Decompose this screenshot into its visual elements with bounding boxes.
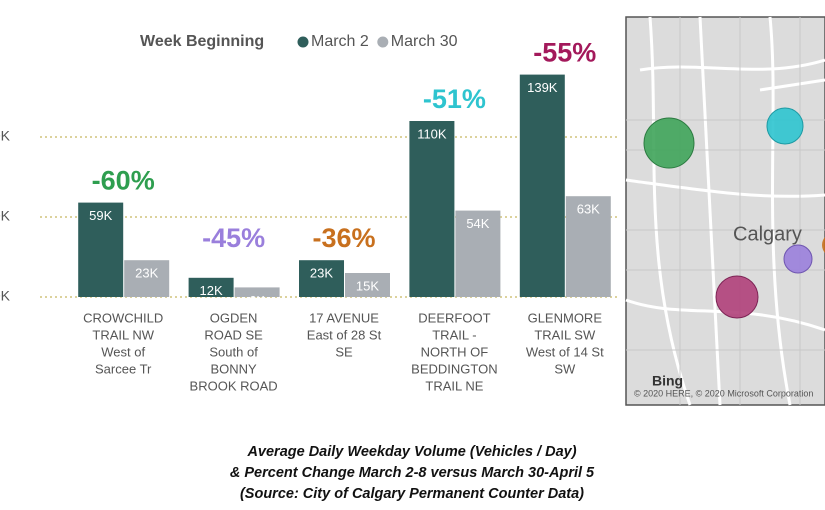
- percent-change: -55%: [533, 38, 596, 68]
- y-tick-label: 100K: [0, 128, 11, 144]
- x-tick-label: 17 AVENUE: [309, 310, 379, 325]
- bar: [519, 74, 565, 297]
- bar: [124, 260, 170, 297]
- value-label: 139K: [527, 80, 558, 95]
- y-tick-label: 0K: [0, 288, 11, 304]
- x-tick-label: West of 14 St: [526, 344, 604, 359]
- map-city: Calgary: [733, 223, 802, 245]
- map-bubble: [783, 244, 813, 274]
- value-label: 23K: [310, 266, 333, 281]
- bar: [565, 196, 611, 297]
- legend-label: March 30: [391, 33, 458, 50]
- x-tick-label: NORTH OF: [421, 344, 489, 359]
- bar: [409, 121, 455, 297]
- x-tick-label: TRAIL -: [432, 327, 476, 342]
- map-bubble: [766, 107, 804, 145]
- value-label: 12K: [200, 283, 223, 298]
- legend-marker: [377, 36, 389, 48]
- x-tick-label: TRAIL NE: [425, 378, 483, 393]
- map: Calgary Bing © 2020 HERE, © 2020 Microso…: [625, 16, 825, 406]
- y-tick-label: 50K: [0, 208, 11, 224]
- x-tick-label: SE: [335, 344, 353, 359]
- map-logo: Bing: [652, 373, 683, 389]
- x-tick-label: ROAD SE: [204, 327, 263, 342]
- x-tick-label: DEERFOOT: [418, 310, 490, 325]
- map-bubble: [822, 237, 825, 253]
- value-label: 15K: [356, 278, 379, 293]
- x-tick-label: GLENMORE: [528, 310, 603, 325]
- caption: (Source: City of Calgary Permanent Count…: [240, 486, 584, 502]
- x-tick-label: TRAIL NW: [92, 327, 154, 342]
- x-tick-label: BONNY: [210, 361, 257, 376]
- value-label: 54K: [466, 216, 489, 231]
- caption: Average Daily Weekday Volume (Vehicles /…: [246, 444, 576, 460]
- x-tick-label: CROWCHILD: [83, 310, 163, 325]
- value-label: 59K: [89, 208, 112, 223]
- value-label: 110K: [417, 126, 447, 141]
- percent-change: -60%: [92, 166, 155, 196]
- x-tick-label: OGDEN: [210, 310, 258, 325]
- legend-marker: [297, 36, 309, 48]
- x-tick-label: West of: [101, 344, 145, 359]
- map-bubble: [715, 275, 759, 319]
- percent-change: -51%: [423, 84, 486, 114]
- bar: [345, 273, 390, 297]
- bar: [299, 260, 344, 297]
- bar: [234, 287, 280, 297]
- map-frame: [625, 16, 825, 406]
- chart: 0K 50K 100K 59K 23K -60% CROWCHILD TRAIL NW West…: [0, 38, 620, 393]
- caption: & Percent Change March 2-8 versus March …: [230, 465, 595, 481]
- value-label: 6K: [249, 293, 265, 308]
- x-tick-label: BEDDINGTON: [411, 361, 497, 376]
- x-tick-label: TRAIL SW: [534, 327, 596, 342]
- x-tick-label: BROOK ROAD: [190, 378, 278, 393]
- bar: [78, 202, 124, 297]
- percent-change: -45%: [202, 223, 265, 253]
- map-roads: [625, 16, 825, 406]
- legend-title: Week Beginning: [140, 33, 264, 50]
- x-tick-label: Sarcee Tr: [95, 361, 152, 376]
- value-label: 63K: [577, 202, 600, 217]
- legend-label: March 2: [311, 33, 369, 50]
- percent-change: -36%: [312, 223, 375, 253]
- x-tick-label: South of: [209, 344, 258, 359]
- legend: March 2 March 30: [297, 33, 458, 50]
- x-tick-label: SW: [554, 361, 576, 376]
- map-streets: [626, 17, 825, 405]
- bar: [188, 277, 234, 297]
- map-bubble: [643, 117, 695, 169]
- x-tick-label: East of 28 St: [307, 327, 382, 342]
- map-copyright: © 2020 HERE, © 2020 Microsoft Corporatio…: [634, 388, 813, 398]
- value-label: 23K: [135, 266, 158, 281]
- bar: [455, 210, 501, 297]
